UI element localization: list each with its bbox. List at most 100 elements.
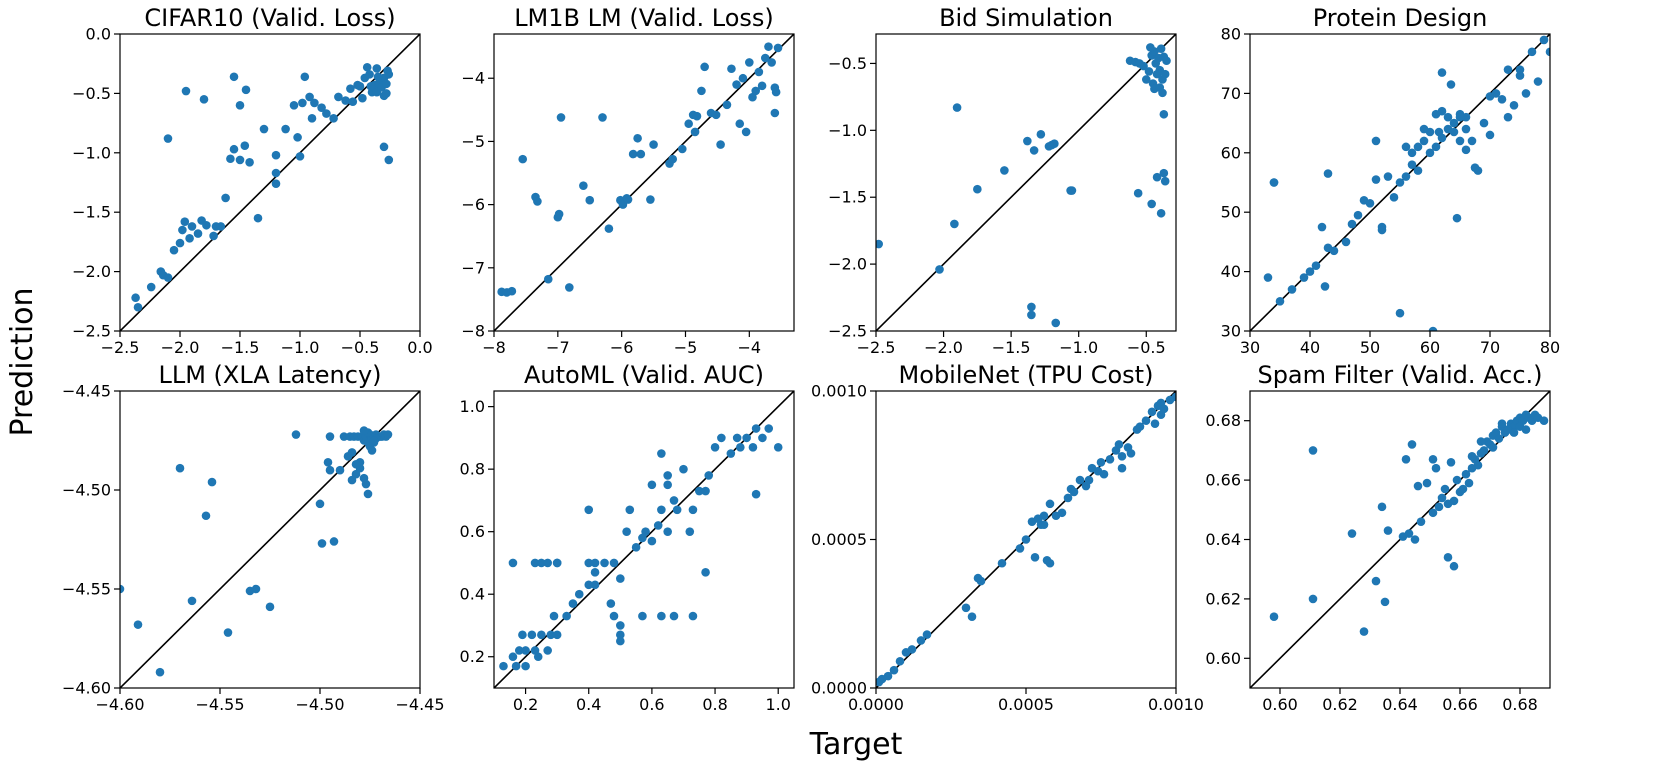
data-point	[742, 433, 751, 443]
data-point	[1449, 496, 1459, 506]
data-point	[1485, 130, 1495, 140]
data-point	[240, 141, 250, 150]
data-point	[600, 558, 609, 568]
x-tick-label: −1.0	[1059, 338, 1098, 357]
data-point	[202, 220, 211, 230]
data-point	[732, 80, 741, 89]
data-point	[1419, 136, 1429, 146]
data-point	[251, 584, 261, 594]
data-point	[1146, 43, 1155, 52]
data-point	[568, 599, 578, 608]
x-tick-label: 0.6	[639, 695, 664, 714]
data-point	[543, 646, 552, 655]
subplot-title: Bid Simulation	[939, 4, 1113, 32]
data-point	[325, 465, 335, 475]
data-point	[521, 661, 530, 671]
data-point	[226, 154, 235, 164]
data-point	[1473, 460, 1483, 470]
data-point	[1488, 443, 1498, 452]
data-point	[732, 433, 742, 443]
x-tick-label: −5	[674, 338, 698, 357]
subplot-title: AutoML (Valid. AUC)	[524, 361, 764, 389]
x-tick-label: −4.60	[95, 695, 144, 714]
data-point	[773, 442, 783, 452]
data-point	[1413, 142, 1423, 152]
x-tick-label: 0.62	[1322, 695, 1358, 714]
x-tick-label: −7	[546, 338, 570, 357]
x-tick-label: 70	[1480, 338, 1500, 357]
subplot-title: Protein Design	[1313, 4, 1488, 32]
data-point	[1452, 475, 1462, 485]
data-point	[1413, 481, 1423, 491]
data-point	[1050, 139, 1059, 149]
data-point	[1263, 273, 1273, 282]
data-point	[579, 181, 588, 190]
data-point	[322, 109, 331, 118]
data-point	[585, 195, 595, 205]
data-point	[508, 652, 518, 662]
data-point	[367, 446, 377, 455]
data-point	[638, 611, 647, 621]
data-point	[916, 636, 926, 645]
y-tick-label: 0.0010	[811, 382, 867, 401]
data-point	[711, 110, 721, 120]
data-point	[1147, 407, 1157, 417]
data-point	[770, 108, 780, 118]
data-point	[562, 611, 571, 621]
data-point	[961, 603, 971, 613]
subplot-5: LLM (XLA Latency) −4.60 −4.55 −4.50 −4.45 −4.…	[62, 361, 445, 714]
data-point	[298, 98, 307, 108]
data-point	[590, 568, 600, 577]
data-point	[209, 231, 218, 241]
x-tick-label: −4.45	[395, 695, 444, 714]
plot-frame	[493, 390, 795, 689]
data-point	[1114, 440, 1124, 449]
subplot-title: LLM (XLA Latency)	[158, 361, 381, 389]
plot-frame	[119, 390, 421, 689]
subplot-title: Spam Filter (Valid. Acc.)	[1257, 361, 1542, 389]
y-tick-label: −0.5	[828, 54, 867, 73]
data-point	[1135, 422, 1145, 431]
subplot-grid: CIFAR10 (Valid. Loss) −2.5 −2.0 −1.5 −1.0 −0.…	[62, 4, 1560, 714]
data-point	[133, 620, 143, 629]
data-point	[293, 133, 302, 142]
subplot-title: MobileNet (TPU Cost)	[899, 361, 1154, 389]
data-point	[181, 86, 191, 96]
data-point	[1410, 535, 1420, 544]
data-point	[590, 580, 600, 590]
data-point	[625, 505, 635, 515]
data-point	[1458, 484, 1468, 494]
data-point	[1437, 68, 1447, 77]
x-tick-label: −2.0	[161, 338, 200, 357]
data-point	[760, 53, 770, 63]
data-point	[1467, 452, 1477, 461]
data-point	[235, 155, 245, 165]
data-point	[229, 144, 239, 154]
data-point	[1434, 502, 1444, 512]
y-tick-label: −1.0	[72, 143, 111, 162]
data-point	[315, 499, 325, 509]
data-point	[584, 580, 594, 590]
x-tick-label: −2.5	[101, 338, 140, 357]
data-point	[745, 58, 754, 67]
data-point	[616, 630, 625, 640]
data-point	[1395, 308, 1405, 318]
subplot-3: Bid Simulation −2.5 −2.0 −1.5 −1.0 −0.5 −2.5 −2…	[828, 4, 1177, 357]
data-point	[271, 179, 281, 188]
data-point	[155, 667, 165, 677]
data-point	[1269, 612, 1279, 622]
data-point	[323, 457, 333, 467]
data-point	[146, 282, 156, 292]
data-point	[663, 471, 672, 480]
data-point	[1431, 142, 1441, 152]
data-point	[1389, 193, 1399, 202]
data-point	[1305, 267, 1315, 276]
data-point	[1000, 166, 1009, 175]
data-point	[335, 465, 345, 475]
x-tick-label: 80	[1540, 338, 1560, 357]
data-point	[1084, 475, 1094, 485]
data-point	[1150, 419, 1160, 428]
data-point	[521, 646, 530, 655]
data-point	[507, 286, 517, 296]
data-point	[1485, 92, 1495, 101]
